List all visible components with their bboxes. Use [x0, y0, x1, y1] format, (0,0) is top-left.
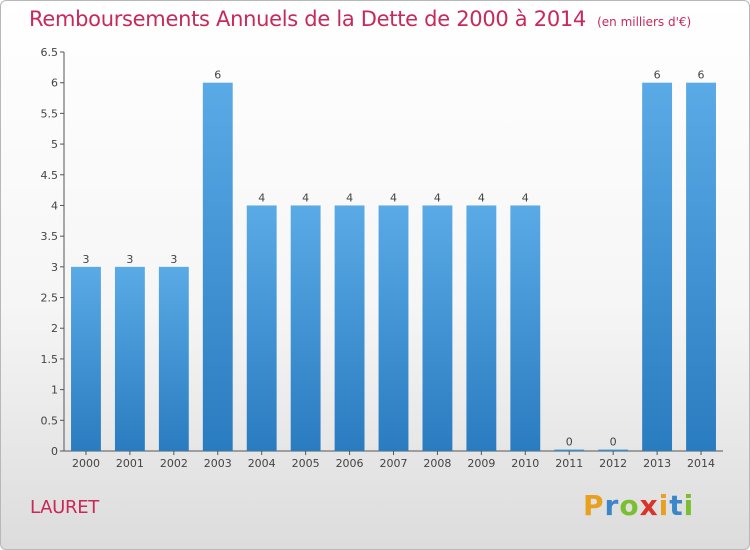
bar-2000 [71, 266, 101, 451]
bar-2009 [466, 205, 497, 451]
y-tick-label: 2.5 [41, 292, 59, 305]
data-label-2014: 6 [698, 69, 705, 82]
bar-2008 [422, 205, 453, 451]
x-tick-label: 2003 [204, 457, 232, 470]
logo-letter: r [604, 489, 620, 522]
chart-title-unit: (en milliers d'€) [597, 15, 692, 29]
x-tick-label: 2010 [511, 457, 539, 470]
data-label-2011: 0 [566, 436, 573, 449]
x-tick-label: 2011 [555, 457, 583, 470]
x-tick-label: 2002 [160, 457, 188, 470]
bar-2010 [510, 205, 541, 451]
logo-letter: x [639, 489, 659, 522]
x-tick-label: 2009 [467, 457, 495, 470]
data-label-2007: 4 [390, 191, 397, 204]
bar-2007 [378, 205, 409, 451]
data-label-2004: 4 [258, 191, 265, 204]
y-tick-label: 1.5 [41, 353, 59, 366]
logo-letter: P [583, 489, 605, 522]
y-tick-label: 6 [51, 77, 58, 90]
data-label-2003: 6 [214, 69, 221, 82]
data-label-2006: 4 [346, 191, 353, 204]
logo-letter: t [669, 489, 684, 522]
x-tick-label: 2012 [599, 457, 627, 470]
chart-bars [71, 82, 716, 451]
data-label-2012: 0 [610, 436, 617, 449]
y-tick-label: 2 [51, 322, 58, 335]
x-tick-label: 2006 [336, 457, 364, 470]
data-label-2000: 3 [82, 253, 89, 266]
data-label-2001: 3 [126, 253, 133, 266]
y-tick-label: 4.5 [41, 169, 59, 182]
bar-2012 [598, 449, 629, 451]
y-tick-label: 5 [51, 138, 58, 151]
data-label-2005: 4 [302, 191, 309, 204]
x-tick-label: 2004 [248, 457, 276, 470]
y-tick-label: 0.5 [41, 414, 59, 427]
data-label-2008: 4 [434, 191, 441, 204]
x-tick-label: 2013 [643, 457, 671, 470]
chart-title: Remboursements Annuels de la Dette de 20… [29, 7, 691, 31]
y-tick-label: 4 [51, 199, 58, 212]
bar-2002 [158, 266, 189, 451]
commune-name: LAURET [30, 497, 100, 518]
data-label-2013: 6 [654, 69, 661, 82]
bar-2014 [686, 82, 716, 451]
y-tick-label: 5.5 [41, 107, 59, 120]
x-tick-label: 2014 [687, 457, 715, 470]
data-label-2010: 4 [522, 191, 529, 204]
bar-2003 [202, 82, 233, 451]
y-tick-label: 0 [51, 445, 58, 458]
y-tick-label: 6.5 [41, 46, 59, 59]
y-tick-label: 3 [51, 261, 58, 274]
y-tick-label: 3.5 [41, 230, 59, 243]
bar-2011 [554, 449, 585, 451]
x-tick-label: 2008 [423, 457, 451, 470]
bar-2006 [334, 205, 365, 451]
chart-axes: 0 0.5 1 1.5 2 2.5 3 3.5 4 4.5 5 5.5 6 6.5 2000 2001 2002… [41, 46, 723, 470]
y-tick-label: 1 [51, 384, 58, 397]
chart-title-main: Remboursements Annuels de la Dette de 20… [29, 7, 586, 31]
bar-2001 [114, 266, 145, 451]
x-tick-label: 2000 [72, 457, 100, 470]
logo-letter: i [658, 489, 670, 522]
x-tick-label: 2001 [116, 457, 144, 470]
x-tick-label: 2007 [380, 457, 408, 470]
proxiti-logo: Proxiti [583, 489, 694, 522]
chart-labels: 3 3 3 6 4 4 4 4 4 4 4 0 0 6 6 [82, 69, 704, 449]
logo-letter: o [619, 489, 640, 522]
data-label-2009: 4 [478, 191, 485, 204]
bar-2004 [246, 205, 277, 451]
logo-letter: i [683, 489, 695, 522]
bar-2013 [642, 82, 673, 451]
data-label-2002: 3 [170, 253, 177, 266]
x-tick-label: 2005 [292, 457, 320, 470]
bar-2005 [290, 205, 321, 451]
